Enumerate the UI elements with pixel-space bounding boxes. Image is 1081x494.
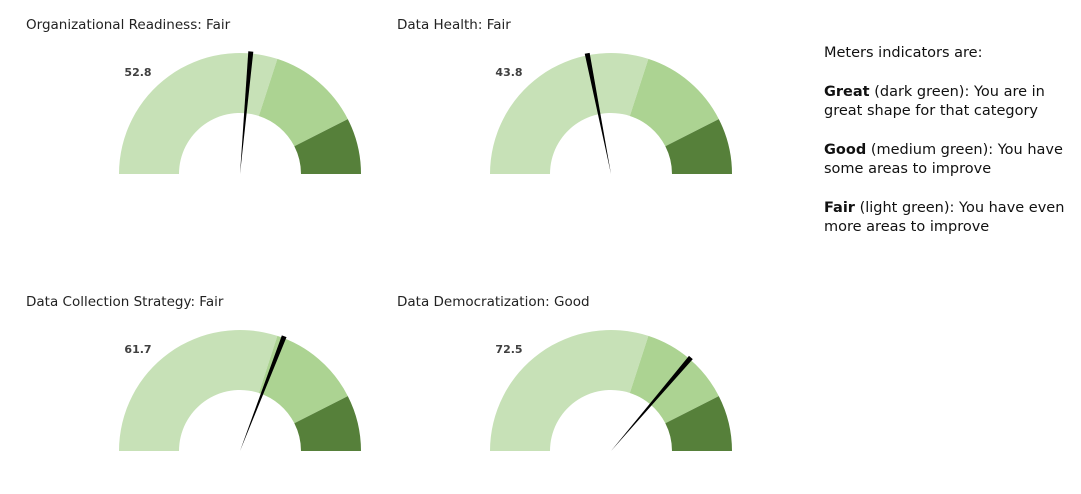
legend-term: Good [824,142,867,158]
gauge-needle [584,52,611,174]
gauge-band-great [294,119,361,174]
gauge-panel-data-democratization: Data Democratization: Good 72.5 [397,294,757,494]
gauge-title: Data Democratization: Good [397,294,590,310]
gauge-band-good [629,58,719,147]
gauge-band-good [258,58,348,147]
legend-detail: (light green): You have even more areas … [824,200,1065,235]
gauge-needle [611,355,693,451]
gauge-title: Data Collection Strategy: Fair [26,294,224,310]
legend-detail: (medium green): You have some areas to i… [824,142,1063,177]
gauge-needle [240,335,287,451]
gauge-band-fair [119,330,278,451]
gauge-panel-organizational-readiness: Organizational Readiness: Fair 52.8 [26,17,386,217]
gauge-chart: 61.7 [119,330,361,451]
gauge-band-great [294,396,361,451]
gauge-band-great [665,396,732,451]
gauge-title: Organizational Readiness: Fair [26,17,231,33]
legend-detail: (dark green): You are in great shape for… [824,84,1045,119]
gauge-band-fair [119,52,278,174]
gauge-value-label: 72.5 [495,343,522,356]
gauge-band-fair [490,330,649,451]
legend-item-fair: Fair (light green): You have even more a… [824,199,1074,237]
gauge-value-label: 52.8 [124,66,151,79]
legend-item-good: Good (medium green): You have some areas… [824,141,1074,179]
gauge-panel-data-health: Data Health: Fair 43.8 [397,17,757,217]
gauge-value-label: 43.8 [495,66,522,79]
gauge-chart: 72.5 [490,330,732,451]
legend-term: Fair [824,200,855,216]
gauge-band-good [258,335,348,424]
gauge-band-great [665,119,732,174]
legend-intro: Meters indicators are: [824,45,983,61]
gauge-title: Data Health: Fair [397,17,511,33]
gauge-panel-data-collection-strategy: Data Collection Strategy: Fair 61.7 [26,294,386,494]
meter-legend: Meters indicators are: Great (dark green… [824,44,1074,257]
gauge-chart: 43.8 [490,52,732,174]
gauge-chart: 52.8 [119,51,361,175]
legend-term: Great [824,84,870,100]
gauge-value-label: 61.7 [124,343,151,356]
gauge-needle [240,51,254,175]
legend-item-great: Great (dark green): You are in great sha… [824,83,1074,121]
gauge-band-fair [490,52,649,174]
